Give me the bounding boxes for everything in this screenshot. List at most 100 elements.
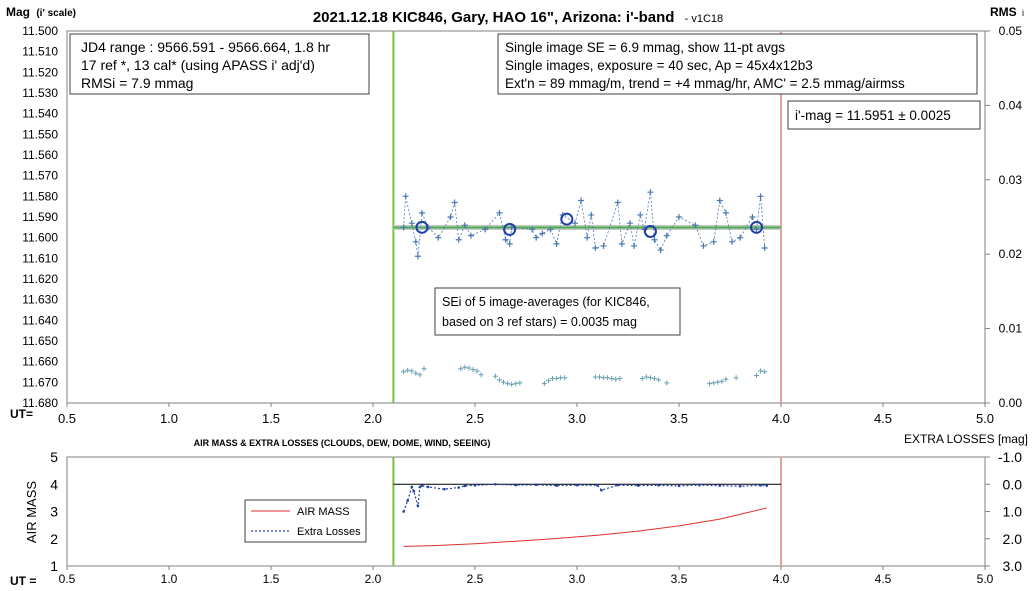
bottom-y-tick-label: 5 — [50, 449, 58, 465]
bottom-x-tick-label: 5.0 — [977, 572, 994, 586]
single-image-point — [592, 245, 599, 251]
rms-point — [664, 380, 670, 386]
single-image-point — [402, 193, 409, 200]
single-image-point — [414, 253, 421, 260]
annotation-2-line-2: Single images, exposure = 40 sec, Ap = 4… — [505, 58, 813, 73]
single-image-point — [627, 220, 634, 227]
bottom-x-tick-label: 4.5 — [875, 572, 892, 586]
top-y-tick-label: 11.680 — [22, 396, 58, 410]
single-image-point — [600, 242, 607, 249]
extra-losses-point — [412, 489, 416, 493]
rms-point — [458, 366, 464, 372]
rms-point — [754, 372, 760, 378]
single-image-point — [455, 236, 462, 243]
bottom-x-tick-label: 0.5 — [59, 572, 76, 586]
top-y-tick-label: 11.650 — [22, 334, 58, 348]
single-image-point — [722, 209, 729, 216]
top-y2-label: RMS — [990, 5, 1017, 19]
image-average-point — [503, 222, 517, 236]
air-mass-line — [403, 507, 767, 547]
extra-losses-point — [494, 482, 497, 486]
top-y2-label-sub: i — [1022, 8, 1024, 18]
top-x-tick-label: 3.5 — [670, 411, 688, 426]
rms-point — [719, 378, 725, 384]
top-y2-tick-label: 0.04 — [999, 98, 1023, 112]
top-x-tick-label: 0.5 — [58, 411, 76, 426]
svg-text:2021.12.18 KIC846, Gary, HAO 1: 2021.12.18 KIC846, Gary, HAO 16", Arizon… — [313, 9, 723, 26]
rms-point — [647, 375, 653, 381]
extra-losses-point — [698, 483, 701, 487]
extra-losses-point — [402, 510, 405, 513]
rms-point — [517, 380, 523, 386]
rms-point — [562, 375, 568, 381]
single-image-point — [451, 199, 458, 206]
single-image-connector — [403, 192, 766, 257]
bottom-y2-tick-label: 0.0 — [1003, 476, 1023, 492]
single-image-point — [729, 238, 736, 245]
rms-point — [639, 375, 645, 381]
bottom-x-label: UT = — [10, 574, 36, 588]
single-image-point — [584, 234, 591, 241]
extra-losses-point — [636, 484, 640, 487]
bottom-y2-tick-label: 1.0 — [1003, 504, 1023, 520]
extra-losses-point — [616, 483, 620, 487]
bottom-y2-label: EXTRA LOSSES [mag] — [904, 432, 1028, 446]
single-image-point — [533, 234, 540, 241]
extra-losses-point — [443, 487, 446, 491]
legend-airmass-label: AIR MASS — [297, 506, 350, 518]
single-image-point — [547, 226, 554, 233]
extra-losses-point — [765, 484, 769, 487]
rms-point — [762, 369, 768, 375]
top-chart-title: 2021.12.18 KIC846, Gary, HAO 16", Arizon… — [313, 9, 675, 26]
rms-point — [466, 365, 472, 371]
top-y-tick-label: 11.610 — [22, 251, 58, 265]
legend-extra-losses-label: Extra Losses — [297, 526, 361, 538]
bottom-y2-tick-label: 3.0 — [1003, 558, 1023, 574]
bottom-x-tick-label: 2.0 — [365, 572, 382, 586]
annotation-box-2: Single image SE = 6.9 mmag, show 11-pt a… — [497, 33, 978, 95]
extra-losses-point — [677, 484, 681, 488]
rms-point — [417, 372, 423, 378]
single-image-point — [657, 247, 664, 254]
bottom-x-tick-label: 3.0 — [569, 572, 586, 586]
rms-point — [496, 377, 502, 383]
top-x-tick-label: 4.5 — [874, 411, 892, 426]
top-y-tick-label: 11.620 — [22, 272, 58, 286]
top-panel: 2021.12.18 KIC846, Gary, HAO 16", Arizon… — [6, 5, 1024, 426]
rms-point — [470, 367, 476, 373]
extra-losses-point — [718, 484, 722, 487]
bottom-y2-tick-label: 2.0 — [1003, 531, 1023, 547]
single-image-point — [461, 222, 468, 229]
rms-point — [715, 379, 721, 385]
single-image-point — [753, 226, 760, 233]
rms-point — [478, 372, 484, 378]
bottom-chart-title: AIR MASS & EXTRA LOSSES (CLOUDS, DEW, DO… — [194, 438, 491, 448]
rms-point — [723, 376, 729, 382]
single-image-point — [447, 214, 454, 220]
extra-losses-point — [596, 484, 599, 487]
rms-point — [643, 374, 649, 380]
extra-losses-point — [600, 488, 603, 492]
single-image-point — [502, 236, 509, 243]
extra-losses-point — [473, 484, 477, 487]
annotation-box-1: JD4 range : 9566.591 - 9566.664, 1.8 hr … — [69, 33, 370, 95]
bottom-x-tick-label: 1.0 — [161, 572, 178, 586]
rms-point — [492, 373, 498, 379]
top-x-tick-label: 3.0 — [568, 411, 586, 426]
rms-point — [652, 375, 658, 381]
extra-losses-point — [418, 485, 422, 489]
rms-point — [501, 379, 507, 385]
rms-point — [474, 368, 480, 374]
annotation-1-line-1: JD4 range : 9566.591 - 9566.664, 1.8 hr — [81, 39, 330, 55]
extra-losses-point — [416, 504, 420, 508]
top-y-tick-label: 11.580 — [22, 189, 58, 203]
top-x-label: UT= — [10, 407, 33, 421]
single-image-point — [496, 209, 503, 216]
single-image-point — [663, 232, 670, 239]
extra-losses-point — [410, 485, 414, 489]
top-chart-version: - v1C18 — [685, 13, 724, 25]
top-x-tick-label: 1.5 — [262, 411, 280, 426]
top-y-tick-label: 11.640 — [22, 313, 58, 327]
extra-losses-point — [555, 484, 558, 487]
